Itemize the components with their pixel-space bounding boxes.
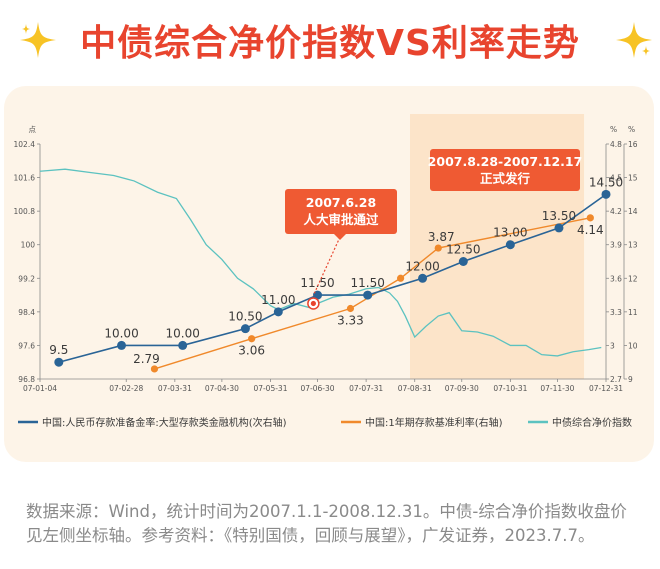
right-inner-tick-label: 3.6 [610, 274, 622, 283]
rrr-point [117, 340, 127, 350]
legend-label-deposit-rate: 中国:1年期存款基准利率(右轴) [365, 416, 503, 429]
sparkle-icon-right [616, 22, 652, 58]
rrr-point [554, 223, 564, 233]
right-outer-tick-label: 15 [628, 174, 638, 183]
x-tick-label: 07-08-31 [398, 384, 432, 393]
left-tick-label: 96.8 [18, 375, 35, 384]
rrr-label: 12.00 [405, 259, 439, 273]
deposit-rate-point [434, 244, 442, 252]
legend-label-rrr: 中国:人民币存款准备金率:大型存款类金融机构(次右轴) [42, 416, 287, 429]
chart-card: 96.8 97.6 98.4 99.2 100 100.8 101.6 102.4 点 2.7 3 3… [4, 86, 654, 462]
right-inner-tick-label: 3.9 [610, 241, 622, 250]
left-tick-label: 99.2 [18, 274, 35, 283]
rrr-point [418, 273, 428, 283]
callout-approval-box [285, 189, 397, 234]
event-leader-line [312, 236, 341, 296]
rrr-label: 11.50 [300, 276, 334, 290]
deposit-rate-label: 3.87 [428, 230, 455, 244]
deposit-rate-label: 3.33 [337, 314, 364, 328]
callout-issuance-line2: 正式发行 [480, 171, 531, 186]
x-tick-label: 07-03-31 [158, 384, 192, 393]
right-outer-axis-unit: % [628, 125, 635, 134]
right-outer-tick-label: 9 [628, 375, 633, 384]
rrr-label: 13.00 [493, 226, 527, 240]
rrr-label: 11.50 [351, 276, 385, 290]
rrr-label: 10.50 [228, 310, 262, 324]
deposit-rate-point [397, 274, 405, 282]
rrr-point [601, 189, 611, 199]
right-outer-tick-label: 13 [628, 241, 638, 250]
series-line-index [39, 168, 602, 357]
sparkle-icon-left [20, 22, 56, 58]
deposit-rate-point [586, 214, 594, 222]
right-inner-tick-label: 4.5 [610, 174, 622, 183]
x-tick-label: 07-07-31 [349, 384, 383, 393]
rrr-label: 10.00 [104, 326, 138, 340]
right-inner-tick-label: 4.8 [610, 140, 622, 149]
rrr-label: 13.50 [542, 209, 576, 223]
x-tick-label: 07-10-31 [493, 384, 527, 393]
rrr-point [240, 324, 250, 334]
right-outer-tick-label: 12 [628, 274, 638, 283]
right-outer-tick-label: 11 [628, 308, 638, 317]
left-axis-unit: 点 [29, 125, 37, 134]
x-tick-label: 07-01-04 [23, 384, 57, 393]
left-tick-label: 97.6 [18, 341, 35, 350]
source-note: 数据来源：Wind，统计时间为2007.1.1-2008.12.31。中债-综合… [26, 502, 627, 545]
rrr-label: 11.00 [261, 293, 295, 307]
deposit-rate-label: 4.14 [577, 223, 604, 237]
rrr-label: 10.00 [165, 326, 199, 340]
right-outer-tick-label: 10 [628, 341, 638, 350]
rrr-label: 9.5 [49, 343, 68, 357]
deposit-rate-point [346, 304, 355, 313]
callout-issuance-box [430, 149, 580, 191]
left-tick-label: 100 [21, 241, 36, 250]
rrr-point [54, 357, 64, 367]
right-outer-tick-label: 16 [628, 140, 638, 149]
callout-approval-line1: 2007.6.28 [306, 195, 376, 210]
legend-label-index: 中债综合净价指数 [552, 416, 632, 429]
event-marker-inner [310, 300, 316, 307]
left-tick-label: 102.4 [14, 140, 36, 149]
rrr-point [273, 307, 283, 317]
rrr-point [363, 290, 373, 300]
rrr-point [458, 257, 468, 266]
callout-approval-pointer [334, 234, 346, 240]
x-tick-label: 07-02-28 [109, 384, 143, 393]
x-tick-label: 07-05-31 [253, 384, 287, 393]
right-outer-tick-label: 14 [628, 207, 638, 216]
deposit-rate-point [150, 365, 159, 373]
x-tick-label: 07-04-30 [205, 384, 239, 393]
title-area: 中债综合净价指数VS利率走势 [0, 0, 660, 82]
left-tick-label: 100.8 [14, 207, 36, 216]
rrr-point [313, 290, 323, 300]
deposit-rate-point [248, 335, 256, 343]
rrr-point [505, 240, 515, 250]
right-inner-tick-label: 2.7 [610, 375, 622, 384]
x-tick-label: 07-09-30 [445, 384, 479, 393]
x-tick-label: 07-11-30 [540, 384, 574, 393]
x-tick-label: 07-12-31 [589, 384, 623, 393]
left-tick-label: 98.4 [18, 308, 35, 317]
right-inner-axis-unit: % [610, 125, 617, 134]
right-inner-tick-label: 3.3 [610, 308, 622, 317]
callout-approval-line2: 人大审批通过 [303, 212, 379, 227]
right-inner-tick-label: 3 [610, 341, 615, 350]
deposit-rate-label: 2.79 [133, 352, 160, 366]
chart-svg: 96.8 97.6 98.4 99.2 100 100.8 101.6 102.4 点 2.7 3 3… [14, 114, 638, 429]
series-line-rrr [58, 193, 607, 363]
left-tick-label: 101.6 [14, 174, 36, 183]
page-title: 中债综合净价指数VS利率走势 [80, 23, 580, 64]
x-tick-label: 07-06-30 [300, 384, 334, 393]
rrr-label: 12.50 [446, 243, 480, 257]
rrr-label: 14.50 [589, 175, 623, 189]
deposit-rate-label: 3.06 [238, 344, 265, 358]
callout-issuance-line1: 2007.8.28-2007.12.17 [428, 154, 583, 169]
right-inner-tick-label: 4.2 [610, 207, 622, 216]
rrr-point [178, 340, 188, 350]
